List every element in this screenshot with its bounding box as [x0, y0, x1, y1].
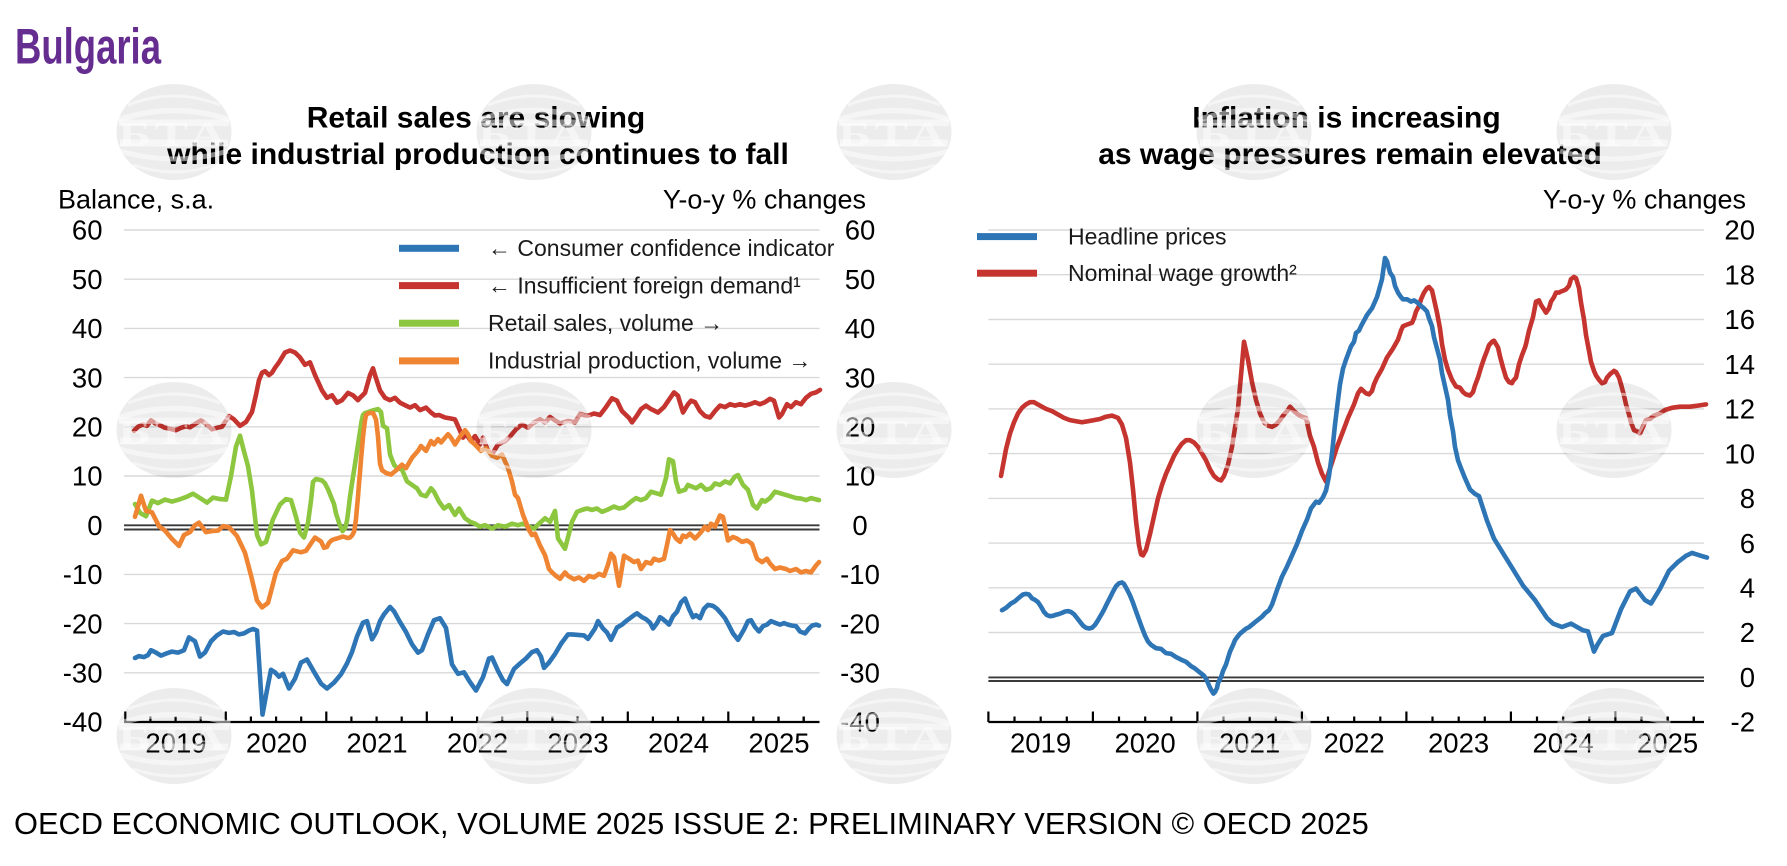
svg-text:2019: 2019	[1010, 728, 1071, 759]
svg-text:Y-o-y % changes: Y-o-y % changes	[663, 185, 866, 215]
svg-text:-10: -10	[840, 559, 880, 590]
svg-text:2024: 2024	[648, 728, 709, 759]
svg-text:0: 0	[852, 510, 867, 541]
svg-text:Balance, s.a.: Balance, s.a.	[58, 185, 214, 215]
svg-text:Industrial production, volume: Industrial production, volume →	[488, 348, 811, 374]
svg-text:-30: -30	[63, 658, 103, 689]
svg-text:50: 50	[72, 264, 103, 295]
svg-text:10: 10	[1724, 438, 1755, 469]
svg-text:Nominal wage growth²: Nominal wage growth²	[1068, 260, 1297, 286]
svg-text:-20: -20	[63, 608, 103, 639]
svg-text:2020: 2020	[1115, 728, 1176, 759]
svg-text:Retail sales, volume →: Retail sales, volume →	[488, 310, 723, 336]
svg-text:-2: -2	[1731, 707, 1755, 738]
svg-text:Y-o-y % changes: Y-o-y % changes	[1543, 185, 1746, 215]
svg-text:Headline prices: Headline prices	[1068, 223, 1227, 249]
svg-text:-40: -40	[63, 707, 103, 738]
svg-text:12: 12	[1724, 394, 1755, 425]
svg-text:0: 0	[1740, 662, 1755, 693]
svg-text:8: 8	[1740, 483, 1755, 514]
svg-text:6: 6	[1740, 528, 1755, 559]
svg-text:← Consumer confidence indicato: ← Consumer confidence indicator	[488, 235, 835, 261]
svg-text:-30: -30	[840, 658, 880, 689]
svg-text:60: 60	[845, 215, 876, 246]
svg-text:as wage pressures remain eleva: as wage pressures remain elevated	[1098, 138, 1602, 171]
svg-text:16: 16	[1724, 304, 1755, 335]
svg-text:Retail sales are slowing: Retail sales are slowing	[307, 102, 645, 135]
svg-text:20: 20	[72, 412, 103, 443]
svg-text:2020: 2020	[246, 728, 307, 759]
svg-text:-20: -20	[840, 608, 880, 639]
svg-text:40: 40	[72, 313, 103, 344]
svg-text:2022: 2022	[1324, 728, 1385, 759]
svg-text:2023: 2023	[1428, 728, 1489, 759]
svg-text:20: 20	[1724, 215, 1755, 246]
svg-text:-10: -10	[63, 559, 103, 590]
svg-text:2021: 2021	[346, 728, 407, 759]
svg-text:60: 60	[72, 215, 103, 246]
svg-text:0: 0	[87, 510, 102, 541]
svg-text:30: 30	[72, 362, 103, 393]
svg-text:4: 4	[1740, 573, 1755, 604]
svg-text:2025: 2025	[748, 728, 809, 759]
svg-text:40: 40	[845, 313, 876, 344]
svg-text:50: 50	[845, 264, 876, 295]
svg-text:2: 2	[1740, 617, 1755, 648]
svg-text:OECD ECONOMIC OUTLOOK, VOLUME: OECD ECONOMIC OUTLOOK, VOLUME 2025 ISSUE…	[14, 806, 1369, 841]
svg-text:14: 14	[1724, 349, 1755, 380]
svg-text:← Insufficient foreign demand¹: ← Insufficient foreign demand¹	[488, 272, 801, 298]
svg-text:10: 10	[72, 461, 103, 492]
svg-text:Bulgaria: Bulgaria	[15, 19, 162, 75]
svg-text:18: 18	[1724, 259, 1755, 290]
